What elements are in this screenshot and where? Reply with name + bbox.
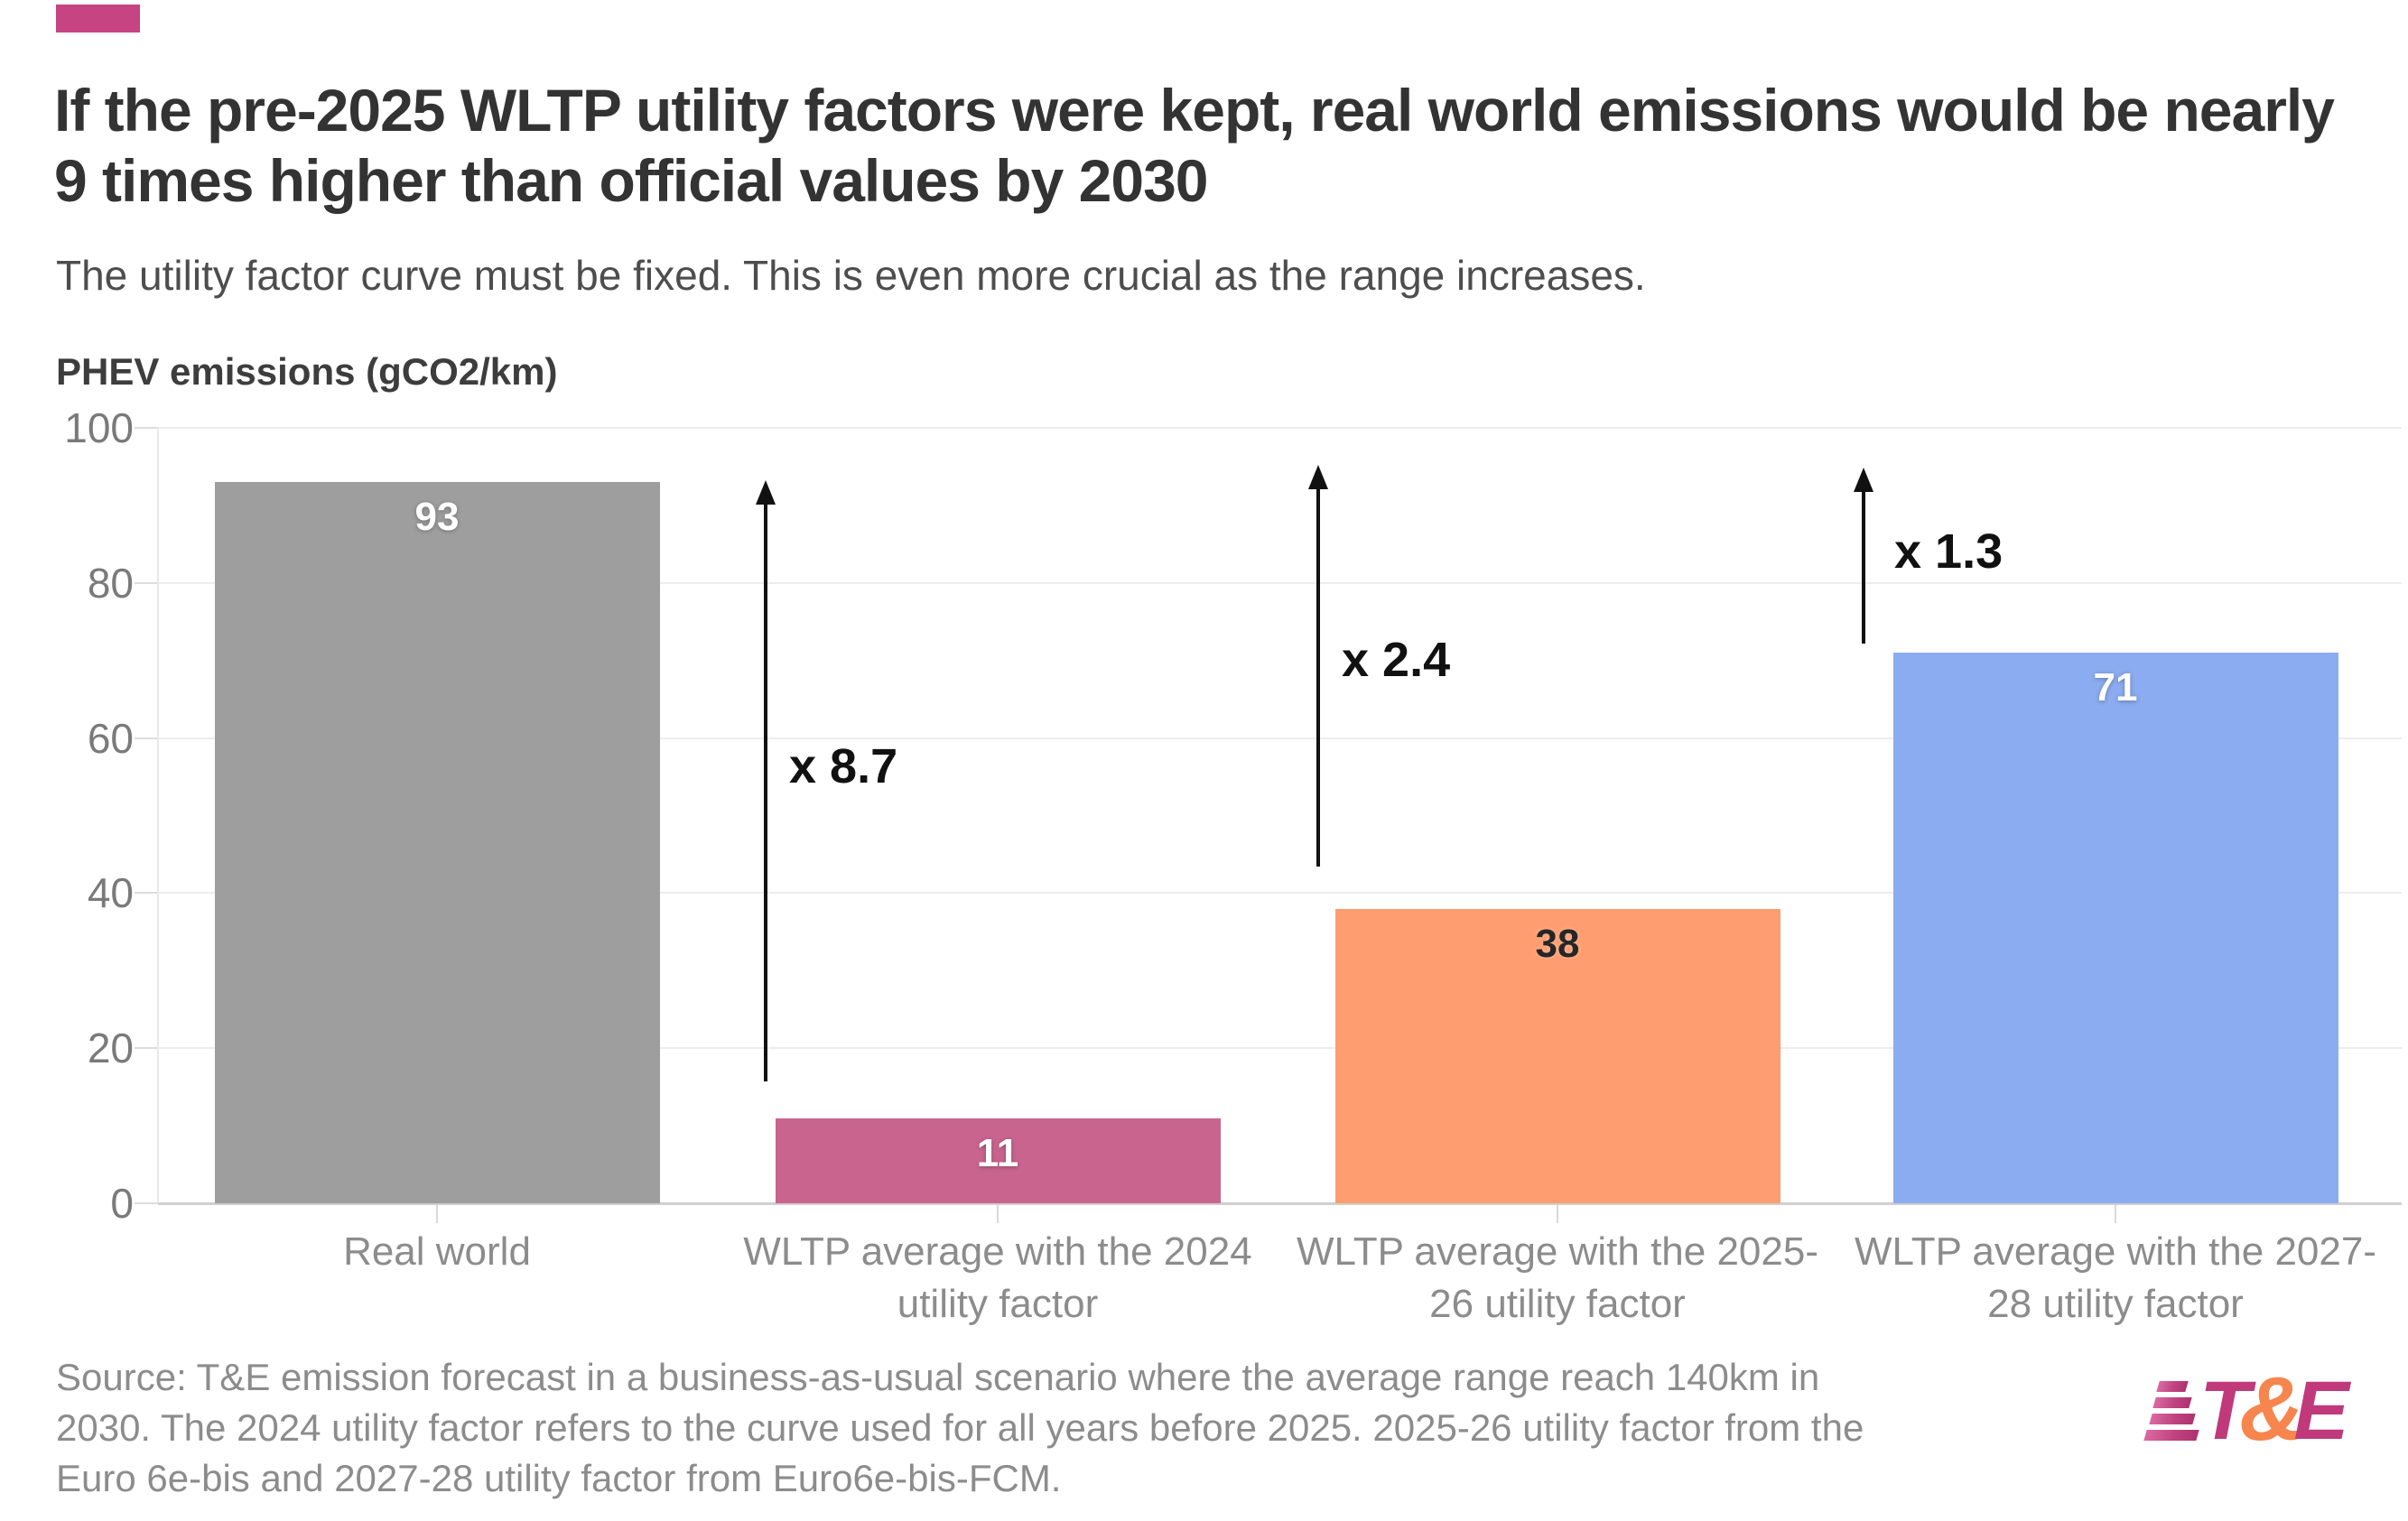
x-axis-tick bbox=[2115, 1205, 2116, 1223]
bar-value-label: 11 bbox=[976, 1130, 1019, 1175]
y-tick-label: 80 bbox=[87, 559, 134, 607]
bar bbox=[214, 482, 660, 1203]
page-subtitle: The utility factor curve must be fixed. … bbox=[56, 252, 1646, 299]
y-axis-line bbox=[157, 428, 159, 1203]
y-axis-tick bbox=[135, 427, 158, 429]
y-tick-label: 0 bbox=[110, 1180, 134, 1227]
gridline bbox=[158, 1047, 2402, 1050]
te-logo: T & E bbox=[2142, 1364, 2349, 1457]
multiplier-arrow bbox=[1316, 483, 1320, 867]
page-title: If the pre-2025 WLTP utility factors wer… bbox=[54, 77, 2335, 215]
logo-letter-t: T bbox=[2199, 1365, 2250, 1457]
multiplier-arrow bbox=[764, 498, 767, 1081]
logo-letter-e: E bbox=[2293, 1365, 2348, 1457]
category-label: WLTP average with the 2027-28 utility fa… bbox=[1854, 1229, 2376, 1327]
bar bbox=[1334, 908, 1780, 1203]
multiplier-arrow-head bbox=[756, 480, 776, 505]
multiplier-label: x 8.7 bbox=[789, 739, 898, 793]
multiplier-label: x 1.3 bbox=[1894, 524, 2004, 579]
multiplier-label: x 2.4 bbox=[1342, 633, 1451, 687]
source-line: Source: T&E emission forecast in a busin… bbox=[56, 1356, 1820, 1398]
x-axis-tick bbox=[436, 1205, 438, 1223]
multiplier-arrow-head bbox=[1854, 468, 1873, 492]
category-label: WLTP average with the 2024 utility facto… bbox=[743, 1229, 1252, 1327]
y-tick-label: 60 bbox=[87, 714, 134, 762]
y-axis-tick bbox=[135, 1047, 158, 1050]
y-axis-tick bbox=[135, 581, 158, 584]
x-axis-tick bbox=[1557, 1205, 1558, 1223]
bar bbox=[1892, 653, 2338, 1203]
category-label: WLTP average with the 2025-26 utility fa… bbox=[1296, 1229, 1818, 1327]
te-logo-stripes-icon bbox=[2142, 1381, 2199, 1451]
multiplier-arrow bbox=[1862, 486, 1865, 644]
y-tick-label: 100 bbox=[64, 404, 134, 451]
bar bbox=[775, 1118, 1221, 1203]
y-axis-tick bbox=[135, 1202, 158, 1204]
multiplier-arrow-head bbox=[1308, 465, 1328, 489]
bar-value-label: 71 bbox=[2093, 665, 2138, 710]
y-tick-label: 20 bbox=[87, 1025, 134, 1072]
x-axis-tick bbox=[997, 1205, 999, 1223]
x-axis-baseline bbox=[158, 1202, 2402, 1205]
logo-ampersand: & bbox=[2239, 1359, 2304, 1460]
te-logo-text: T & E bbox=[2199, 1364, 2349, 1457]
gridline bbox=[158, 737, 2402, 739]
source-line: Euro 6e-bis and 2027-28 utility factor f… bbox=[56, 1456, 1062, 1499]
source-note: Source: T&E emission forecast in a busin… bbox=[56, 1352, 2160, 1504]
gridline bbox=[158, 427, 2402, 429]
bar-value-label: 38 bbox=[1535, 921, 1580, 966]
y-axis-title: PHEV emissions (gCO2/km) bbox=[56, 350, 558, 393]
y-tick-label: 40 bbox=[87, 869, 134, 917]
bar-value-label: 93 bbox=[414, 495, 460, 540]
brand-badge bbox=[56, 5, 140, 32]
source-line: 2030. The 2024 utility factor refers to … bbox=[56, 1405, 1864, 1449]
gridline bbox=[158, 581, 2402, 584]
y-axis-tick bbox=[135, 892, 158, 895]
gridline bbox=[158, 892, 2402, 895]
y-axis-tick bbox=[135, 737, 158, 739]
category-label: Real world bbox=[343, 1229, 531, 1274]
